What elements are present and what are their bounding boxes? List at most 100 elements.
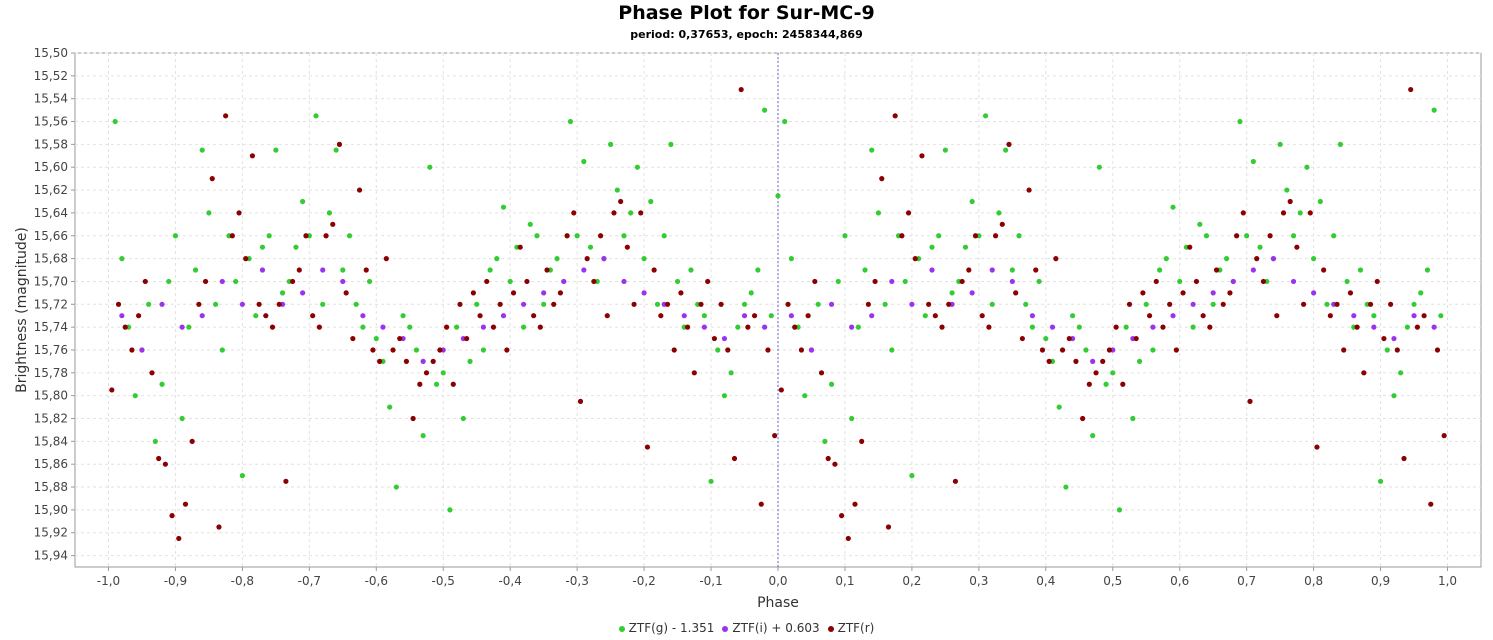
ztfg-point	[353, 301, 359, 307]
ztfr-point	[537, 324, 543, 330]
ztfg-point	[654, 301, 661, 307]
ztfr-point	[1086, 381, 1092, 387]
ztfg-point	[1036, 278, 1042, 285]
ztfr-point	[1434, 347, 1441, 353]
ztfr-point	[671, 347, 677, 353]
ztfi-point	[480, 324, 487, 330]
ztfi-point	[1210, 290, 1216, 296]
ztfr-point	[839, 513, 845, 519]
ztfr-point	[1354, 324, 1360, 330]
ztfg-point	[735, 324, 741, 330]
ztfi-point	[239, 301, 245, 307]
ztfg-point	[1103, 381, 1109, 387]
ztfg-point	[1297, 210, 1303, 216]
ztfr-point	[644, 444, 651, 450]
y-tick-label: 15,82	[34, 412, 68, 426]
ztfr-point	[1294, 244, 1300, 250]
ztfr-point	[450, 381, 456, 387]
ztfr-point	[765, 347, 771, 353]
ztfg-point	[293, 244, 299, 250]
ztfr-point	[524, 278, 530, 285]
ztfr-point	[1361, 370, 1367, 376]
ztfr-point	[745, 324, 751, 330]
ztfi-point	[159, 301, 165, 307]
ztfg-point	[634, 164, 641, 170]
ztfi-point	[500, 313, 507, 319]
y-tick-label: 15,54	[34, 92, 68, 106]
ztfr-point	[249, 153, 256, 159]
ztfg-point	[427, 164, 433, 170]
ztfr-point	[336, 141, 343, 147]
ztfg-point	[1177, 278, 1183, 285]
ztfr-point	[658, 313, 664, 319]
ztfr-point	[584, 256, 590, 262]
ztfr-point	[778, 387, 784, 393]
ztfg-point	[1076, 324, 1082, 330]
ztfg-point	[982, 113, 989, 119]
ztfr-point	[1193, 278, 1200, 285]
ztfg-point	[962, 244, 969, 250]
ztfg-point	[875, 210, 882, 216]
ztfi-point	[1250, 267, 1256, 273]
ztfr-point	[1106, 347, 1113, 353]
ztfr-point	[1213, 267, 1220, 273]
ztfg-point	[1344, 278, 1350, 285]
ztfg-point	[989, 301, 995, 307]
ztfg-point	[500, 204, 507, 210]
x-tick-label: -0,5	[432, 574, 455, 588]
ztfg-point	[721, 393, 728, 399]
ztfi-point	[199, 313, 205, 319]
ztfg-point	[1023, 301, 1029, 307]
ztfi-point	[1009, 278, 1015, 285]
ztfr-point	[1327, 313, 1333, 319]
ztfg-point	[554, 256, 560, 262]
ztfr-point	[457, 301, 463, 307]
ztfg-point	[1357, 267, 1364, 273]
ztfr-point	[926, 301, 932, 307]
ztfg-point	[1163, 256, 1169, 262]
ztfr-point	[1314, 444, 1320, 450]
ztfg-point	[474, 301, 480, 307]
ztfr-point	[169, 513, 175, 519]
x-tick-label: 0,4	[1036, 574, 1055, 588]
ztfi-point	[179, 324, 185, 330]
y-tick-label: 15,58	[34, 137, 68, 151]
ztfg-point	[1277, 141, 1283, 147]
ztfr-point	[484, 278, 490, 285]
y-tick-label: 15,86	[34, 457, 68, 471]
legend-item: ZTF(g) - 1.351	[618, 621, 714, 635]
ztfr-point	[1441, 433, 1447, 439]
ztfr-point	[1039, 347, 1046, 353]
ztfg-point	[467, 358, 473, 364]
ztfr-point	[430, 358, 436, 364]
legend-label: ZTF(r)	[837, 621, 875, 635]
ztfr-point	[377, 358, 383, 364]
y-axis-ticks: 15,50 15,52 15,54 15,56 15,58 15,60 15,62 15,64…	[34, 46, 75, 563]
ztfr-point	[490, 324, 497, 330]
ztfi-point	[621, 278, 627, 285]
ztfg-point	[621, 233, 627, 239]
ztfr-point	[323, 233, 329, 239]
ztfr-point	[905, 210, 912, 216]
ztfr-point	[303, 233, 309, 239]
y-axis-label: Brightness (magnitude)	[14, 227, 30, 393]
ztfi-point	[1230, 278, 1236, 285]
ztfr-point	[651, 267, 657, 273]
ztfr-point	[216, 524, 222, 530]
ztfi-point	[969, 290, 975, 296]
ztfg-point	[715, 347, 721, 353]
ztfi-point	[641, 290, 647, 296]
ztfr-point	[664, 301, 671, 307]
ztfr-point	[356, 187, 363, 193]
ztfr-point	[1187, 244, 1193, 250]
ztfg-point	[119, 256, 125, 262]
ztfr-point	[156, 455, 162, 462]
ztfg-point	[969, 198, 975, 205]
ztfg-point	[366, 278, 373, 285]
ztfg-point	[668, 141, 674, 147]
ztfg-point	[541, 301, 547, 307]
ztfr-point	[296, 267, 302, 273]
ztfg-point	[641, 256, 647, 262]
ztfg-point	[454, 324, 460, 330]
ztfg-point	[648, 198, 654, 205]
